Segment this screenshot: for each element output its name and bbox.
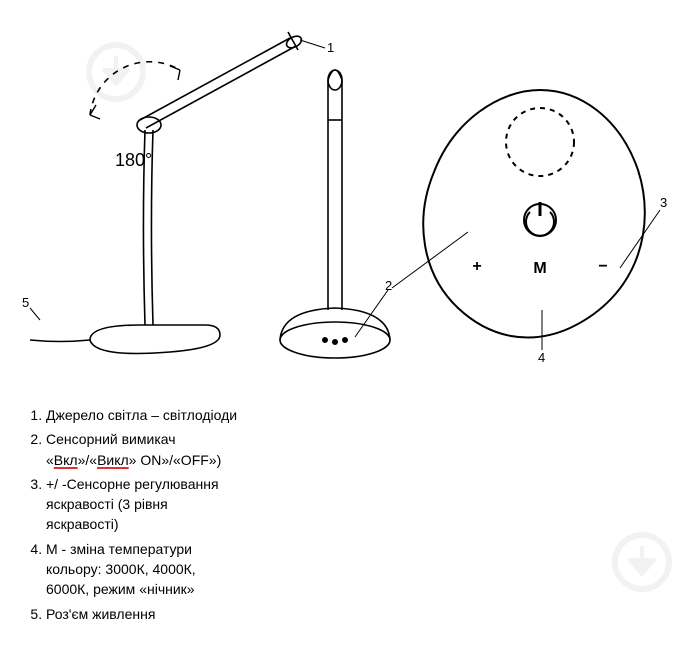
angle-label: 180°	[115, 150, 152, 171]
legend-text: «Вкл»/«Викл» ON»/«OFF»)	[46, 450, 384, 470]
callout-5: 5	[22, 295, 29, 310]
legend-text: яскравості)	[46, 514, 384, 534]
legend-list: Джерело світла – світлодіоди Сенсорний в…	[24, 405, 384, 628]
legend-text: +/ -Сенсорне регулювання	[46, 474, 384, 494]
legend-text: яскравості (3 рівня	[46, 494, 384, 514]
diagram-canvas: 180° 1 2 3 4 5 + M − Джерело світла – св…	[0, 0, 696, 653]
lamp-diagrams	[20, 10, 680, 400]
callout-2: 2	[385, 278, 392, 293]
watermark-icon	[610, 530, 674, 594]
legend-item-2: Сенсорний вимикач «Вкл»/«Викл» ON»/«OFF»…	[46, 429, 384, 470]
callout-1: 1	[327, 40, 334, 55]
legend-text: Роз'єм живлення	[46, 606, 155, 622]
legend-item-5: Роз'єм живлення	[46, 604, 384, 624]
callout-4: 4	[538, 350, 545, 365]
plus-button-label: +	[467, 258, 487, 276]
legend-text: кольору: 3000К, 4000К,	[46, 559, 384, 579]
legend-text: Сенсорний вимикач	[46, 429, 384, 449]
legend-item-4: М - зміна температури кольору: 3000К, 40…	[46, 539, 384, 600]
legend-text: М - зміна температури	[46, 539, 384, 559]
m-button-label: M	[530, 260, 550, 278]
callout-3: 3	[660, 195, 667, 210]
legend-item-3: +/ -Сенсорне регулювання яскравості (3 р…	[46, 474, 384, 535]
legend-text: 6000К, режим «нічник»	[46, 579, 384, 599]
legend-item-1: Джерело світла – світлодіоди	[46, 405, 384, 425]
minus-button-label: −	[593, 258, 613, 276]
legend-text: Джерело світла – світлодіоди	[46, 407, 237, 423]
